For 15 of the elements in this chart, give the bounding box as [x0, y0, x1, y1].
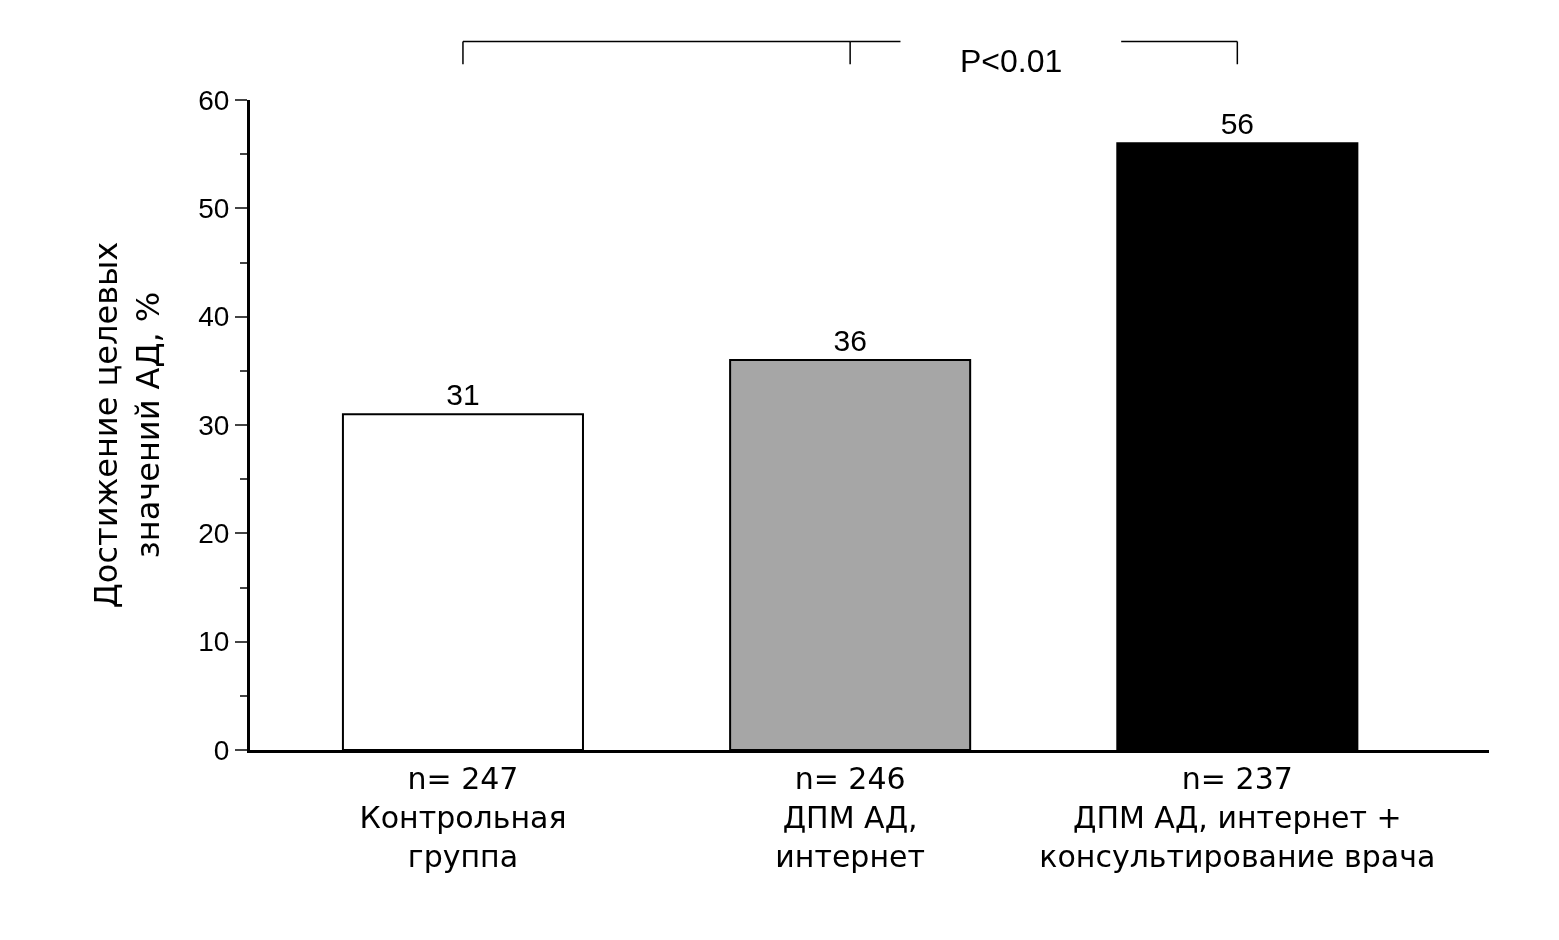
y-tick-label: 60	[198, 84, 230, 116]
data-label: 36	[833, 324, 867, 357]
x-tick-label: n= 246 ДПМ АД, интернет	[775, 761, 925, 874]
data-label: 31	[446, 378, 480, 412]
y-tick-label: 0	[213, 734, 230, 766]
x-tick-label: n= 237 ДПМ АД, интернет + консультирование врача	[1039, 761, 1436, 874]
y-tick-label: 30	[198, 409, 230, 441]
y-tick-label: 40	[198, 301, 230, 333]
text: P<0.01	[960, 43, 1063, 79]
x-tick-label: n= 247 Контрольная группа	[359, 761, 567, 874]
y-tick-label: 20	[198, 518, 230, 550]
data-label: 56	[1220, 107, 1255, 141]
y-axis-title: Достижение целевых значений АД, %	[86, 241, 167, 609]
y-tick-label: 10	[198, 626, 230, 658]
y-tick-label: 50	[198, 193, 230, 225]
